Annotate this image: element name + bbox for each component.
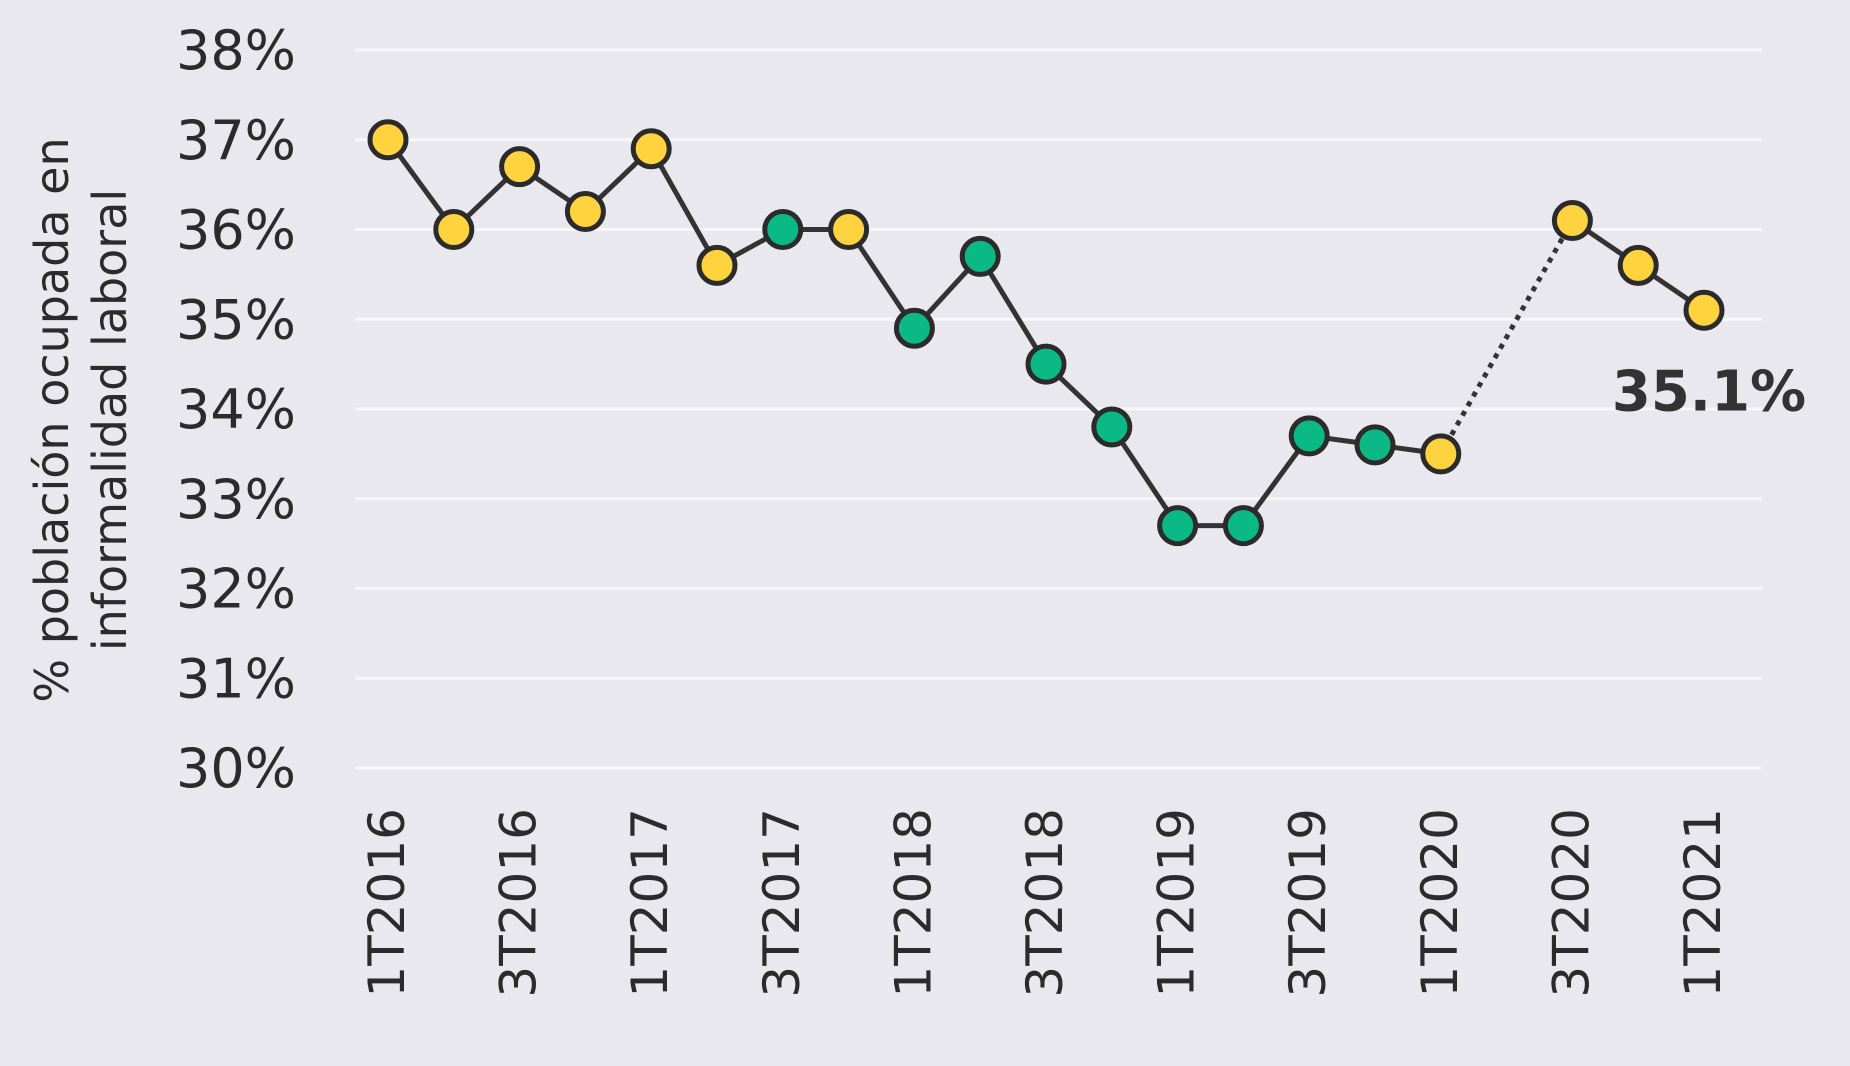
x-tick-label: 3T2020: [1542, 808, 1600, 998]
last-value-annotation: 35.1%: [1612, 359, 1806, 424]
data-point: [893, 307, 935, 349]
data-point: [1683, 289, 1725, 331]
x-tick-label: 1T2020: [1411, 808, 1469, 998]
data-point: [630, 128, 672, 170]
data-point: [762, 209, 804, 250]
data-point: [828, 209, 870, 250]
data-point: [1222, 505, 1264, 547]
y-tick-label: 36%: [176, 199, 296, 262]
y-tick-label: 30%: [176, 737, 296, 800]
x-tick-label: 3T2016: [490, 808, 548, 998]
x-tick-label: 1T2021: [1674, 808, 1732, 998]
x-tick-label: 1T2016: [358, 808, 416, 998]
data-point: [1288, 415, 1330, 457]
x-tick-label: 1T2018: [884, 808, 942, 998]
data-point: [499, 146, 541, 188]
data-point: [564, 191, 606, 233]
data-point: [433, 209, 475, 250]
y-tick-label: 31%: [176, 647, 296, 710]
data-point: [1420, 433, 1462, 475]
data-point: [1025, 343, 1067, 385]
data-point: [959, 235, 1001, 277]
y-axis-label: % población ocupada eninformalidad labor…: [25, 137, 137, 702]
x-axis-ticks: 1T2016 3T2016 1T2017 3T2017 1T2018 3T2018 1T20…: [358, 808, 1732, 998]
gap-dotted-line: [1438, 219, 1575, 456]
x-tick-label: 3T2019: [1279, 808, 1337, 998]
y-tick-label: 35%: [176, 288, 296, 351]
data-point: [1157, 505, 1199, 547]
data-point: [1091, 406, 1133, 448]
y-tick-label: 32%: [176, 558, 296, 621]
y-tick-label: 38%: [176, 19, 296, 82]
y-tick-label: 34%: [176, 378, 296, 441]
y-tick-label: 37%: [176, 109, 296, 172]
x-tick-label: 3T2017: [753, 808, 811, 998]
y-axis-ticks: 30% 31% 32% 33% 34% 35% 36% 37% 38%: [176, 19, 296, 800]
data-point: [367, 119, 409, 161]
x-tick-label: 3T2018: [1016, 808, 1074, 998]
x-tick-label: 1T2017: [621, 808, 679, 998]
data-point: [1617, 244, 1659, 286]
x-tick-label: 1T2019: [1148, 808, 1206, 998]
y-tick-label: 33%: [176, 468, 296, 531]
data-point: [696, 244, 738, 286]
series-points: [367, 119, 1725, 547]
data-point: [1551, 200, 1593, 242]
grid-lines: [355, 48, 1762, 770]
data-point: [1354, 424, 1396, 466]
